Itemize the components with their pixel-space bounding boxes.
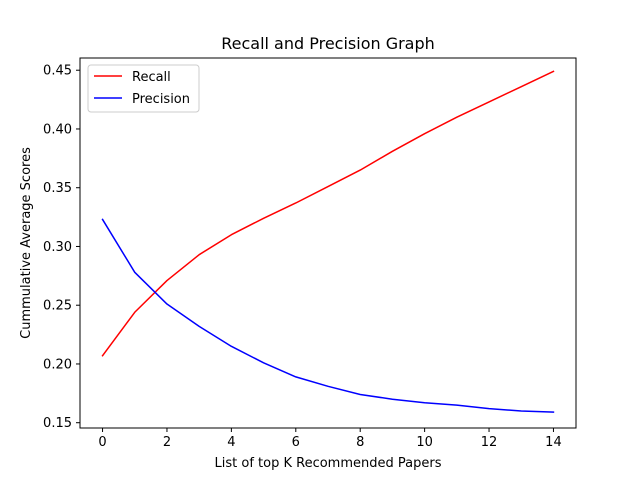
y-tick-label: 0.20 [43,357,72,372]
series-line-precision [101,218,555,413]
y-tick-label: 0.35 [43,181,72,196]
x-axis-label: List of top K Recommended Papers [215,456,442,471]
x-tick-label: 14 [545,435,562,450]
x-tick-label: 4 [227,435,235,450]
legend: Recall Precision [87,64,200,113]
x-tick-label: 0 [98,435,106,450]
legend-label-recall: Recall [132,70,171,85]
x-tick-label: 8 [356,435,364,450]
y-tick-label: 0.30 [43,240,72,255]
series-line-recall [101,70,555,357]
y-axis-label: Cummulative Average Scores [19,147,34,339]
y-tick-label: 0.25 [43,299,72,314]
y-tick-label: 0.40 [43,122,72,137]
x-tick-label: 6 [292,435,300,450]
x-tick-label: 12 [481,435,498,450]
series-layer [101,70,555,413]
chart-title: Recall and Precision Graph [221,34,435,53]
legend-label-precision: Precision [132,92,190,107]
y-tick-label: 0.45 [43,64,72,79]
x-tick-label: 10 [416,435,433,450]
plot-frame [79,57,577,429]
y-tick-label: 0.15 [43,416,72,431]
x-tick-label: 2 [163,435,171,450]
y-axis-ticks: 0.15 0.20 0.25 0.30 0.35 0.40 0.45 [43,64,80,431]
x-axis-ticks: 0 2 4 6 8 10 12 14 [98,428,562,450]
